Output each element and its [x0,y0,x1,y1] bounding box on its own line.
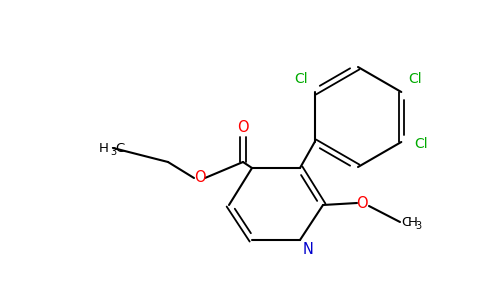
Text: Cl: Cl [408,72,422,86]
Text: 3: 3 [415,221,421,231]
Text: C: C [401,215,410,229]
Text: 3: 3 [110,147,116,157]
Text: N: N [302,242,314,256]
Text: C: C [115,142,124,154]
Text: O: O [237,121,249,136]
Text: O: O [356,196,368,211]
Text: O: O [194,170,206,185]
Text: Cl: Cl [294,72,307,86]
Text: Cl: Cl [414,137,428,151]
Text: H: H [408,215,418,229]
Text: H: H [99,142,109,154]
